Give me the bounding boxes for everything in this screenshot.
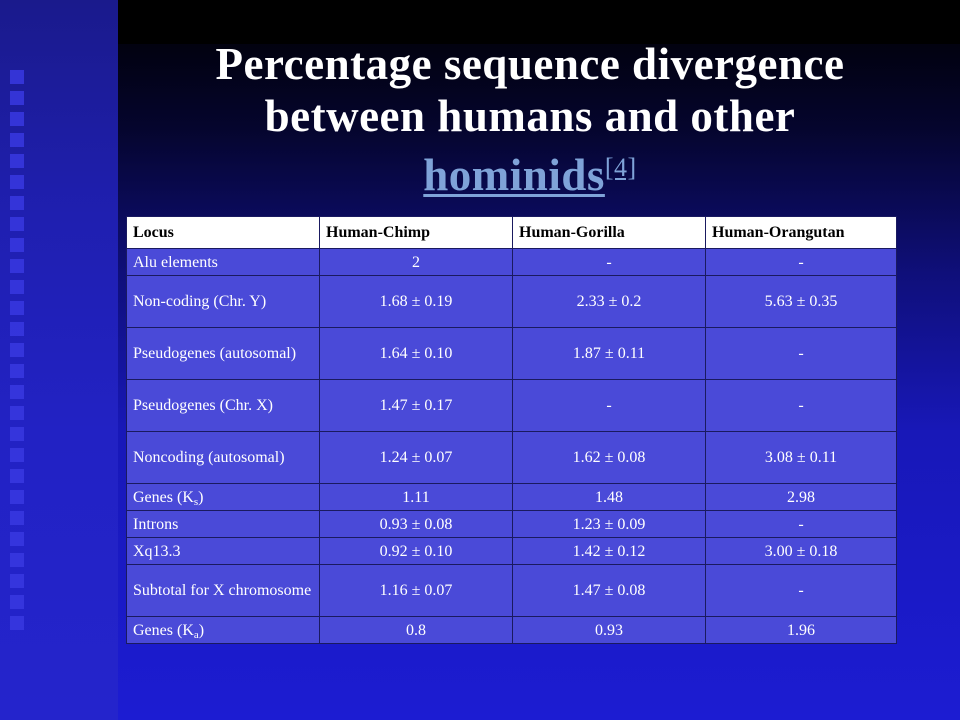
gorilla-cell: 0.93: [512, 616, 706, 644]
chimp-cell: 1.24 ± 0.07: [319, 431, 513, 484]
top-dark-band: [118, 0, 960, 44]
chimp-cell: 2: [319, 248, 513, 276]
gorilla-cell: -: [512, 248, 706, 276]
locus-cell: Subtotal for X chromosome: [126, 564, 320, 617]
chimp-cell: 1.64 ± 0.10: [319, 327, 513, 380]
gorilla-cell: -: [512, 379, 706, 432]
table-row: Genes (Ks) 1.11 1.48 2.98: [126, 483, 897, 511]
header-human-gorilla: Human-Gorilla: [512, 216, 706, 249]
chimp-cell: 0.8: [319, 616, 513, 644]
gorilla-cell: 1.48: [512, 483, 706, 511]
table-row: Introns 0.93 ± 0.08 1.23 ± 0.09 -: [126, 510, 897, 538]
table-row: Non-coding (Chr. Y) 1.68 ± 0.19 2.33 ± 0…: [126, 275, 897, 328]
header-human-orangutan: Human-Orangutan: [705, 216, 897, 249]
table-row: Noncoding (autosomal) 1.24 ± 0.07 1.62 ±…: [126, 431, 897, 484]
title-line-1: Percentage sequence divergence: [215, 39, 845, 89]
title-line-2: between humans and other: [264, 91, 796, 141]
subscript: a: [193, 628, 199, 641]
gorilla-cell: 1.42 ± 0.12: [512, 537, 706, 565]
locus-cell: Genes (Ks): [126, 483, 320, 511]
orangutan-cell: 3.08 ± 0.11: [705, 431, 897, 484]
chimp-cell: 1.68 ± 0.19: [319, 275, 513, 328]
reference-link[interactable]: [4]: [604, 153, 637, 182]
slide-title: Percentage sequence divergence between h…: [130, 38, 930, 201]
table-row: Xq13.3 0.92 ± 0.10 1.42 ± 0.12 3.00 ± 0.…: [126, 537, 897, 565]
locus-cell: Noncoding (autosomal): [126, 431, 320, 484]
chimp-cell: 1.11: [319, 483, 513, 511]
table-row: Subtotal for X chromosome 1.16 ± 0.07 1.…: [126, 564, 897, 617]
orangutan-cell: -: [705, 564, 897, 617]
locus-cell: Non-coding (Chr. Y): [126, 275, 320, 328]
orangutan-cell: -: [705, 248, 897, 276]
orangutan-cell: -: [705, 327, 897, 380]
gorilla-cell: 1.87 ± 0.11: [512, 327, 706, 380]
orangutan-cell: 5.63 ± 0.35: [705, 275, 897, 328]
chimp-cell: 1.16 ± 0.07: [319, 564, 513, 617]
locus-cell: Genes (Ka): [126, 616, 320, 644]
locus-cell: Pseudogenes (autosomal): [126, 327, 320, 380]
header-human-chimp: Human-Chimp: [319, 216, 513, 249]
table-row: Alu elements 2 - -: [126, 248, 897, 276]
orangutan-cell: 3.00 ± 0.18: [705, 537, 897, 565]
orangutan-cell: -: [705, 379, 897, 432]
chimp-cell: 0.93 ± 0.08: [319, 510, 513, 538]
chimp-cell: 0.92 ± 0.10: [319, 537, 513, 565]
gorilla-cell: 1.62 ± 0.08: [512, 431, 706, 484]
table-row: Pseudogenes (autosomal) 1.64 ± 0.10 1.87…: [126, 327, 897, 380]
decorative-squares: [6, 70, 28, 637]
divergence-table: Locus Human-Chimp Human-Gorilla Human-Or…: [126, 216, 897, 644]
table-row: Genes (Ka) 0.8 0.93 1.96: [126, 616, 897, 644]
orangutan-cell: -: [705, 510, 897, 538]
locus-cell: Pseudogenes (Chr. X): [126, 379, 320, 432]
orangutan-cell: 1.96: [705, 616, 897, 644]
orangutan-cell: 2.98: [705, 483, 897, 511]
gorilla-cell: 1.47 ± 0.08: [512, 564, 706, 617]
gorilla-cell: 2.33 ± 0.2: [512, 275, 706, 328]
locus-cell: Alu elements: [126, 248, 320, 276]
subscript: s: [193, 495, 199, 508]
table-header-row: Locus Human-Chimp Human-Gorilla Human-Or…: [126, 216, 897, 249]
left-decorative-band: [0, 0, 118, 720]
gorilla-cell: 1.23 ± 0.09: [512, 510, 706, 538]
locus-cell: Xq13.3: [126, 537, 320, 565]
table-row: Pseudogenes (Chr. X) 1.47 ± 0.17 - -: [126, 379, 897, 432]
header-locus: Locus: [126, 216, 320, 249]
hominids-link[interactable]: hominids: [423, 150, 605, 200]
locus-cell: Introns: [126, 510, 320, 538]
chimp-cell: 1.47 ± 0.17: [319, 379, 513, 432]
